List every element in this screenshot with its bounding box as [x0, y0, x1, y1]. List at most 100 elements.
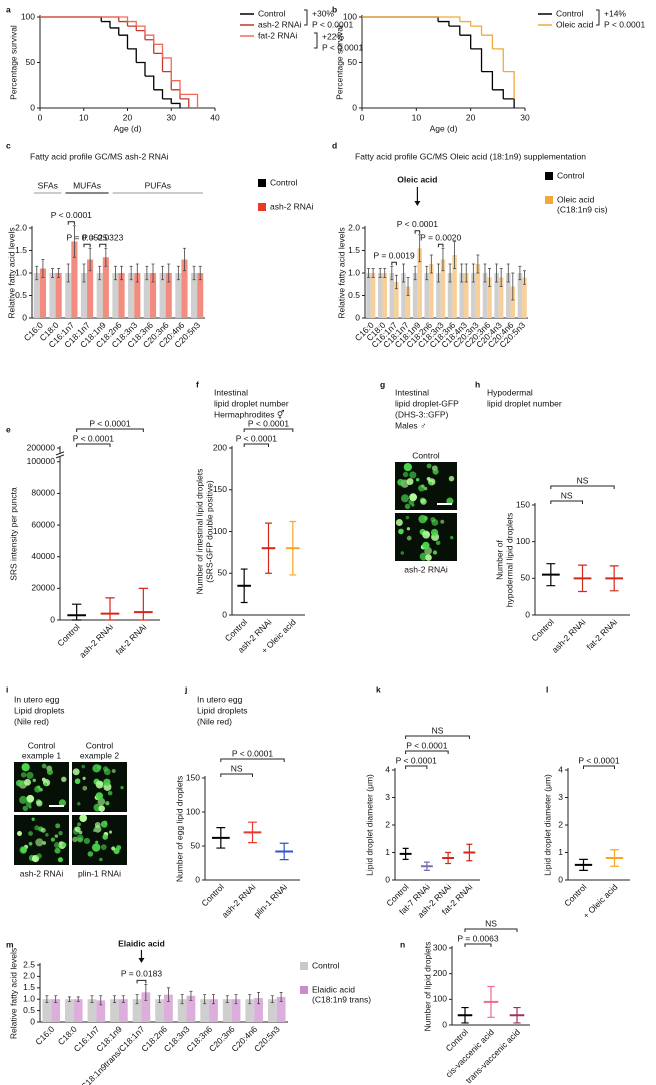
bar [73, 999, 83, 1022]
arrow-head [414, 201, 421, 206]
y-tick-label: 2 [385, 819, 390, 829]
error-bar [579, 858, 588, 871]
x-tick-label: 30 [167, 112, 177, 122]
bracket [405, 750, 449, 754]
droplet [422, 530, 431, 539]
error-bar [138, 587, 148, 621]
y-tick-label: 150 [516, 499, 530, 509]
panel-letter: c [6, 140, 11, 150]
y-axis-label: Relative fatty acid levels [6, 227, 16, 318]
y-tick-label: 50 [218, 568, 228, 578]
droplet [36, 853, 42, 859]
survival-step [427, 16, 439, 22]
y-axis-label: Percentage survival [334, 25, 344, 100]
survival-step [459, 20, 472, 27]
droplet [107, 790, 113, 796]
survival-step [145, 75, 155, 90]
bracket [596, 9, 600, 26]
droplet [19, 795, 28, 804]
droplet [398, 528, 404, 535]
axis-break [55, 451, 65, 459]
survival-step [162, 70, 172, 90]
droplet [409, 493, 418, 502]
y-tick-label: 0.5 [23, 1005, 35, 1015]
droplet [50, 837, 56, 842]
image-label: ash-2 RNAi [404, 564, 448, 574]
panel-letter: g [380, 379, 385, 389]
droplet [53, 842, 60, 849]
y-tick-label: 1.0 [15, 267, 27, 277]
error-bar [198, 265, 202, 281]
droplet [21, 763, 30, 772]
droplet [42, 841, 47, 845]
droplet [400, 551, 405, 555]
survival-step [136, 30, 146, 40]
bracket [391, 261, 397, 266]
bracket [67, 221, 75, 225]
x-tick-label: Control [199, 882, 226, 909]
survival-step [481, 34, 494, 49]
bar [186, 995, 196, 1022]
y-axis-label: Relative fatty acid levels [336, 227, 346, 318]
droplet [411, 503, 415, 507]
droplet [425, 554, 432, 561]
droplet [92, 828, 96, 832]
error-bar [453, 241, 457, 269]
y-axis-label: Number of intestinal lipid droplets [194, 469, 204, 595]
bracket [414, 230, 421, 234]
p-value: P = 0.0323 [82, 233, 123, 243]
bar [51, 999, 61, 1022]
bar [389, 273, 395, 318]
droplet [440, 519, 445, 524]
bar [429, 264, 434, 318]
annotation: P < 0.0001 [604, 19, 645, 29]
droplet [100, 844, 107, 850]
droplet [95, 780, 104, 789]
droplet [28, 841, 33, 846]
x-tick-label: 0 [38, 112, 43, 122]
bar [475, 264, 481, 318]
bar [128, 273, 135, 318]
x-tick-label: 10 [79, 112, 89, 122]
droplet [111, 769, 116, 773]
error-bar [129, 265, 133, 281]
panel-title: Males ♂ [395, 420, 426, 430]
droplet [58, 830, 63, 836]
survival-step [118, 20, 129, 27]
y-tick-label: 4 [558, 764, 563, 774]
x-tick-label: ash-2 RNAi [220, 882, 258, 920]
survival-step [153, 43, 164, 58]
survival-step [438, 20, 450, 27]
y-tick-label: 0 [22, 312, 27, 322]
bar [143, 273, 150, 318]
bar [177, 999, 187, 1022]
image-label: Control [412, 450, 440, 460]
survival-step [136, 61, 146, 77]
bracket [76, 428, 144, 432]
survival-step [171, 89, 181, 99]
image-label: Control [86, 740, 114, 750]
droplet [432, 468, 439, 475]
droplet [54, 834, 59, 838]
error-bar [176, 265, 180, 281]
bar [424, 273, 430, 318]
panel-letter: l [546, 684, 548, 694]
droplet [429, 481, 433, 486]
error-bar [609, 565, 619, 592]
p-value: P < 0.0001 [89, 418, 130, 428]
bar [65, 999, 74, 1022]
error-bar [513, 1006, 521, 1024]
image-label: ash-2 RNAi [20, 868, 64, 878]
bracket [464, 928, 518, 932]
droplet [111, 846, 116, 851]
bracket [99, 243, 107, 248]
legend-label: (C18:1n9 trans) [312, 994, 371, 1004]
droplet [405, 515, 410, 520]
p-value: NS [561, 490, 573, 500]
legend-swatch [258, 179, 266, 187]
y-tick-label: 150 [186, 772, 200, 782]
droplet [420, 498, 427, 505]
panel-title: lipid droplet number [487, 398, 562, 408]
error-bar [211, 994, 215, 1005]
image-label: example 2 [80, 750, 119, 760]
